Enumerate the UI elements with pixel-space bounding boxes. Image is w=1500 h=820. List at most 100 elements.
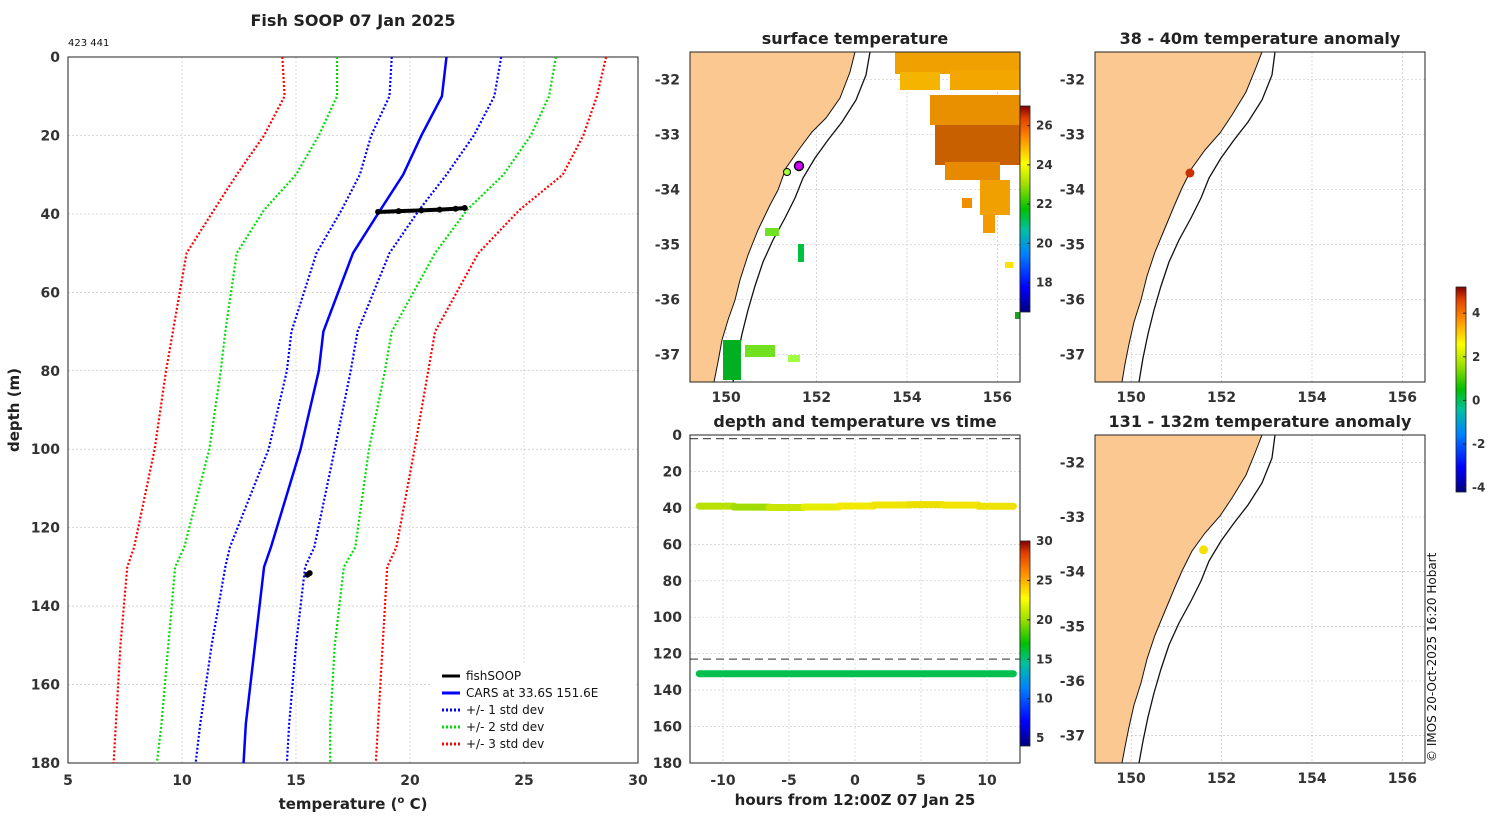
map-xtick-label: 154: [1297, 771, 1326, 787]
map-ytick-label: -33: [655, 128, 680, 144]
timeseries-colorbar-ticks: 5 10 15 20 25 30: [1027, 534, 1053, 745]
sst-map-ticks: 150 152 154 156 -32 -33 -34 -35 -36 -37: [655, 73, 1012, 407]
map-ytick-label: -37: [1060, 729, 1085, 745]
profile-xtick-label: 15: [286, 773, 305, 789]
map-ytick-label: -36: [655, 293, 680, 309]
map-ytick-label: -37: [1060, 348, 1085, 364]
ts-ytick-label: 120: [653, 647, 682, 663]
legend: fishSOOP CARS at 33.6S 151.6E +/- 1 std …: [432, 664, 636, 760]
anomaly-shallow-ticks: 150 152 154 156 -32 -33 -34 -35 -36 -37: [1060, 73, 1417, 407]
colorbar-tick-label: -4: [1472, 481, 1485, 495]
anomaly-map-deep-panel: 131 - 132m temperature anomaly 150 152 154…: [1060, 412, 1426, 787]
profile-lines: [112, 56, 608, 764]
sst-warm-patch: [895, 52, 1020, 319]
sst-patch-2: [900, 72, 940, 90]
sst-map-land: [690, 52, 856, 382]
map-ytick-label: -33: [1060, 128, 1085, 144]
ts-xtick-label: 5: [916, 773, 926, 789]
fishsoop-point: [306, 570, 313, 577]
map-xtick-label: 154: [1297, 390, 1326, 406]
legend-entry-cars: CARS at 33.6S 151.6E: [466, 686, 598, 700]
sst-patch-8: [962, 198, 972, 208]
map-xtick-label: 156: [1388, 390, 1417, 406]
sst-patch-9: [983, 215, 995, 233]
map-ytick-label: -34: [1060, 565, 1086, 581]
sst-cast-location-dot: [783, 168, 791, 176]
colorbar-tick-label: 15: [1036, 652, 1053, 666]
ts-ytick-label: 100: [653, 610, 682, 626]
anomaly-colorbar-group: -4 -2 0 2 4: [1455, 286, 1485, 495]
ts-xtick-label: -10: [710, 773, 736, 789]
sst-patch-4: [930, 95, 1020, 125]
profile-ids: 423 441: [68, 38, 109, 49]
colorbar-tick-label: 30: [1036, 534, 1053, 548]
colorbar-tick-label: 10: [1036, 692, 1053, 706]
anomaly-shallow-land: [1095, 52, 1263, 382]
anomaly-shallow-point: [1185, 168, 1195, 178]
map-xtick-label: 156: [983, 390, 1012, 406]
profile-ylabel: depth (m): [5, 368, 23, 452]
profile-xtick-label: 20: [400, 773, 420, 789]
sst-patch-1: [895, 52, 1020, 74]
ts-ytick-label: 80: [663, 574, 683, 590]
profile-ytick-label: 140: [31, 599, 60, 615]
colorbar-tick-label: 5: [1036, 731, 1044, 745]
colorbar-tick-label: 20: [1036, 236, 1053, 250]
map-xtick-label: 150: [712, 390, 741, 406]
map-xtick-label: 150: [1117, 390, 1146, 406]
sst-green-3: [765, 228, 779, 236]
anomaly-shallow-shelf-contour: [1138, 52, 1276, 382]
map-ytick-label: -32: [1060, 73, 1085, 89]
legend-entry-1std: +/- 1 std dev: [466, 703, 544, 717]
colorbar-tick-label: 0: [1472, 393, 1480, 407]
profile-ytick-label: 120: [31, 521, 60, 537]
ts-ytick-label: 20: [663, 464, 683, 480]
sst-patch-5: [935, 125, 1020, 165]
ts-xtick-label: -5: [781, 773, 797, 789]
profile-ytick-label: 80: [41, 364, 61, 380]
profile-ytick-label: 20: [41, 128, 61, 144]
profile-xtick-label: 30: [628, 773, 648, 789]
profile-series-line: [194, 56, 393, 764]
map-ytick-label: -35: [1060, 238, 1085, 254]
fishsoop-track: [378, 206, 465, 214]
map-xtick-label: 152: [1207, 771, 1236, 787]
anomaly-shallow-axes-box: [1094, 51, 1426, 383]
profile-series-line: [374, 56, 608, 764]
sst-colorbar-ticks: 18 20 22 24 26: [1027, 119, 1053, 290]
map-ytick-label: -37: [655, 348, 680, 364]
map-ytick-label: -35: [1060, 619, 1085, 635]
map-ytick-label: -34: [1060, 183, 1086, 199]
timeseries-reference-lines: [690, 437, 1020, 660]
ts-ytick-label: 40: [663, 501, 683, 517]
profile-panel: Fish SOOP 07 Jan 2025 423 441 5 10 15 20 25 3…: [5, 11, 648, 813]
profile-xtick-label: 5: [63, 773, 73, 789]
anomaly-shallow-title: 38 - 40m temperature anomaly: [1120, 29, 1401, 48]
anomaly-deep-point: [1198, 545, 1208, 555]
ts-ytick-label: 0: [672, 428, 682, 444]
map-ytick-label: -32: [655, 73, 680, 89]
profile-series-line: [285, 56, 503, 764]
map-xtick-label: 152: [802, 390, 831, 406]
colorbar-tick-label: 18: [1036, 276, 1053, 290]
map-xtick-label: 150: [1117, 771, 1146, 787]
sst-colorbar: [1019, 105, 1031, 313]
legend-entry-3std: +/- 3 std dev: [466, 737, 544, 751]
map-ytick-label: -34: [655, 183, 681, 199]
profile-series-line: [112, 56, 286, 764]
ts-ytick-label: 160: [653, 720, 682, 736]
sst-patch-7: [980, 180, 1010, 215]
anomaly-colorbar: [1455, 286, 1467, 493]
profile-series-line: [155, 57, 339, 764]
sst-green-5: [788, 355, 800, 362]
sst-patch-6: [945, 162, 1000, 180]
anomaly-deep-title: 131 - 132m temperature anomaly: [1109, 412, 1412, 431]
legend-entry-2std: +/- 2 std dev: [466, 720, 544, 734]
colorbar-tick-label: 2: [1472, 350, 1480, 364]
colorbar-tick-label: 20: [1036, 613, 1053, 627]
profile-ytick-label: 160: [31, 678, 60, 694]
anomaly-map-shallow-panel: 38 - 40m temperature anomaly 150 152 154 15…: [1060, 29, 1426, 407]
ts-ytick-label: 140: [653, 683, 682, 699]
profile-ticks: 5 10 15 20 25 30 0 20 40 60 80 100 120 140 160 180: [31, 50, 648, 789]
